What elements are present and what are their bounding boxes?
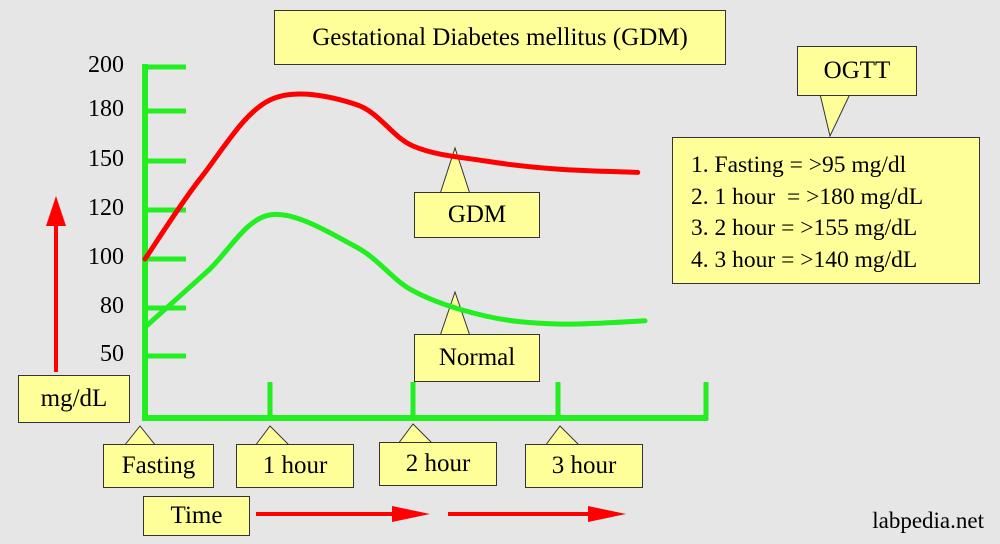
series-line-normal [142, 211, 648, 330]
y-axis-label: mg/dL [18, 375, 130, 423]
time-arrow-1-head [392, 506, 430, 522]
ogtt-criteria-box: 1. Fasting = >95 mg/dl 2. 1 hour = >180 … [672, 137, 980, 284]
y-tick-label-150: 150 [88, 146, 124, 172]
y-arrow-head [46, 196, 66, 226]
y-tick-label-180: 180 [88, 96, 124, 122]
series-line-gdm [142, 91, 641, 262]
chart-title: Gestational Diabetes mellitus (GDM) [274, 10, 726, 65]
hour1-pointer [254, 425, 292, 447]
x-tick-2-hour: 2 hour [379, 442, 497, 486]
y-tick-label-120: 120 [88, 195, 124, 221]
y-tick-label-80: 80 [100, 293, 124, 319]
x-tick-3-hour: 3 hour [525, 444, 643, 488]
criteria-2-hour: 3. 2 hour = >155 mg/dL [691, 215, 918, 241]
hour2-pointer [397, 423, 435, 445]
legend-normal: Normal [414, 334, 540, 382]
fasting-pointer [122, 425, 158, 447]
y-tick-label-100: 100 [88, 244, 124, 270]
criteria-1-hour: 2. 1 hour = >180 mg/dL [691, 183, 924, 210]
criteria-3-hour: 4. 3 hour = >140 mg/dL [691, 246, 918, 273]
criteria-fasting: 1. Fasting = >95 mg/dl [691, 152, 907, 178]
legend-gdm: GDM [414, 192, 540, 238]
time-arrow-2-head [588, 506, 626, 522]
ogtt-callout: OGTT [797, 46, 917, 96]
watermark: labpedia.net [872, 508, 984, 533]
x-tick-fasting: Fasting [103, 444, 214, 488]
y-tick-label-200: 200 [88, 52, 124, 78]
hour3-pointer [544, 425, 582, 447]
x-tick-1-hour: 1 hour [236, 444, 354, 488]
y-tick-label-50: 50 [100, 341, 124, 367]
normal-pointer [439, 290, 471, 337]
x-axis-label: Time [143, 496, 250, 536]
ogtt-pointer [819, 93, 851, 138]
